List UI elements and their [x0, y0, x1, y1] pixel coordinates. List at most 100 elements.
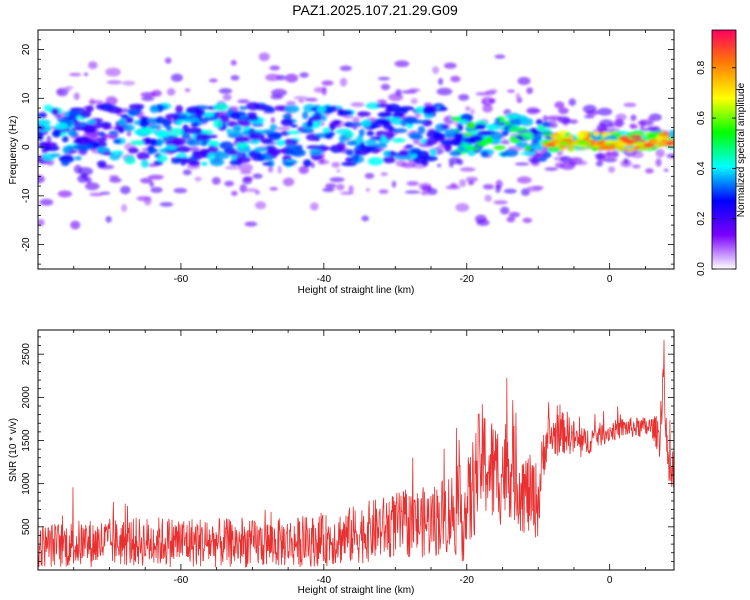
spectrogram-cell	[395, 89, 402, 97]
spectrogram-cell	[106, 80, 123, 85]
spectrogram-cell	[440, 124, 449, 129]
spectrogram-cell	[336, 183, 345, 191]
spectrogram-cell	[227, 150, 238, 156]
spectrogram-cell	[557, 116, 571, 124]
spectrogram-cell	[530, 134, 542, 143]
spectrogram-cell	[550, 139, 559, 144]
spectrogram-cell	[336, 169, 341, 173]
spectrogram-cell	[564, 132, 571, 137]
spectrogram-cell	[535, 118, 543, 126]
spectrogram-cell	[544, 167, 558, 171]
spectrogram-cell	[601, 146, 613, 151]
spectrogram-cell	[144, 137, 152, 144]
spectrogram-cell	[515, 93, 521, 99]
spectrogram-cell	[631, 151, 644, 159]
spectrogram-cell	[141, 96, 155, 102]
spectrogram-cell	[630, 114, 637, 122]
spectrogram-cell	[109, 177, 122, 183]
spectrogram-cell	[516, 176, 532, 184]
spectrogram-cell	[107, 106, 123, 114]
spectrogram-cell	[155, 116, 166, 124]
spectrogram-cell	[398, 106, 415, 111]
spectrogram-cell	[319, 146, 331, 151]
spectrogram-cell	[449, 150, 462, 157]
spectrogram-cell	[128, 103, 145, 110]
spectrogram-cell	[154, 129, 170, 138]
spectrogram-cell	[568, 98, 577, 106]
spectrogram-cell	[54, 122, 69, 130]
spectrogram-cell	[500, 139, 511, 145]
spectrogram-cell	[89, 192, 104, 197]
colorbar: 0.0 0.2 0.4 0.6 0.8 Normalized spectral ampl…	[696, 29, 747, 276]
spectrogram-cell	[459, 167, 476, 172]
colorbar-tick-label: 0.4	[696, 161, 707, 175]
spectrogram-cell	[140, 159, 149, 168]
spectrogram-cell	[199, 118, 209, 123]
spectrogram-cell	[282, 114, 292, 119]
spectrogram-cell	[110, 150, 124, 155]
spectrogram-cell	[77, 143, 93, 151]
spectrogram-cell	[306, 119, 314, 128]
spectrogram-cell	[148, 174, 164, 180]
spectrogram-cell	[542, 115, 548, 123]
spectrogram-cell	[436, 87, 453, 96]
spectrogram-ytick-label: -10	[21, 188, 32, 203]
spectrogram-cell	[105, 96, 118, 106]
spectrogram-cell	[329, 177, 345, 183]
spectrogram-cell	[383, 150, 391, 157]
spectrogram-cell	[271, 88, 287, 97]
spectrogram-cell	[229, 159, 239, 166]
spectrogram-cell	[410, 98, 418, 105]
spectrogram-cell	[655, 158, 662, 167]
spectrogram-cell	[290, 124, 298, 128]
spectrogram-cell	[408, 88, 421, 92]
spectrogram-cell	[358, 128, 365, 137]
spectrogram-cell	[407, 116, 414, 125]
spectrogram-cell	[322, 127, 330, 134]
spectrogram-cell	[123, 124, 135, 132]
spectrogram-cell	[149, 181, 155, 188]
spectrogram-cell	[486, 123, 497, 131]
spectrogram-cell	[352, 116, 360, 124]
spectrogram-cell	[345, 149, 354, 156]
spectrogram-cell	[395, 155, 411, 160]
spectrogram-cell	[393, 128, 408, 134]
spectrogram-cell	[148, 124, 162, 129]
spectrogram-cell	[231, 190, 238, 197]
spectrogram-xtick-label: 0	[607, 274, 613, 285]
spectrogram-cell	[493, 200, 508, 205]
spectrogram-cell	[121, 108, 130, 113]
spectrogram-cell	[599, 119, 614, 129]
spectrogram-cell	[268, 165, 274, 173]
spectrogram-cell	[120, 185, 131, 195]
spectrogram-cell	[339, 77, 348, 87]
spectrogram-cell	[623, 158, 629, 165]
spectrogram-cell	[70, 126, 86, 131]
spectrogram-cell	[171, 158, 182, 164]
spectrogram-cell	[125, 116, 134, 124]
snr-xtick-label: -20	[460, 575, 475, 586]
spectrogram-cell	[209, 157, 225, 167]
spectrogram-cell	[120, 114, 129, 119]
spectrogram-cell	[474, 214, 487, 224]
spectrogram-cell	[430, 148, 437, 156]
snr-ytick-label: 2500	[21, 343, 32, 366]
spectrogram-cell	[398, 150, 409, 157]
spectrogram-cell	[322, 187, 335, 193]
colorbar-tick-label: 0.6	[696, 111, 707, 125]
spectrogram-cell	[85, 105, 94, 113]
spectrogram-cell	[594, 152, 606, 160]
snr-plot: -60 -40 -20 0 500 1000 1500 2000 2500 Height of …	[8, 329, 675, 596]
snr-series-line	[38, 339, 674, 568]
spectrogram-cell	[79, 109, 92, 119]
spectrogram-cell	[243, 176, 253, 181]
spectrogram-cell	[314, 111, 322, 117]
spectrogram-cell	[173, 187, 188, 194]
spectrogram-cell	[541, 121, 551, 127]
spectrogram-cell	[186, 146, 200, 152]
spectrogram-cell	[230, 59, 237, 66]
spectrogram-cell	[38, 132, 44, 141]
spectrogram-cell	[214, 152, 230, 160]
spectrogram-cell	[376, 99, 387, 105]
spectrogram-cell	[86, 176, 92, 184]
